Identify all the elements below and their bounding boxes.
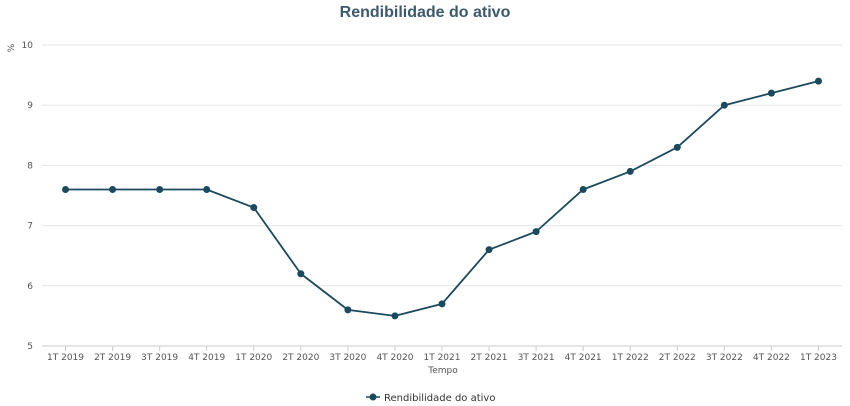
y-tick-label: 10 bbox=[22, 41, 34, 51]
x-axis-ticks: 1T 2019 2T 2019 3T 2019 4T 2019 1T 2020 2T 20… bbox=[47, 346, 837, 363]
x-tick-label: 1T 2023 bbox=[800, 353, 837, 363]
data-point[interactable] bbox=[250, 204, 258, 212]
data-point[interactable] bbox=[532, 228, 540, 236]
x-tick-label: 2T 2020 bbox=[282, 353, 319, 363]
y-tick-label: 7 bbox=[27, 222, 33, 232]
x-tick-label: 1T 2020 bbox=[235, 353, 272, 363]
data-point[interactable] bbox=[673, 143, 681, 151]
x-tick-label: 1T 2019 bbox=[47, 353, 84, 363]
series-line bbox=[65, 80, 819, 317]
data-point[interactable] bbox=[391, 312, 399, 320]
data-point[interactable] bbox=[579, 185, 587, 193]
x-tick-label: 4T 2019 bbox=[188, 353, 225, 363]
data-point[interactable] bbox=[156, 185, 164, 193]
data-point[interactable] bbox=[626, 167, 634, 175]
legend-label: Rendibilidade do ativo bbox=[384, 393, 495, 404]
data-point[interactable] bbox=[814, 77, 822, 85]
data-point[interactable] bbox=[109, 185, 117, 193]
y-tick-label: 8 bbox=[27, 161, 33, 171]
legend-marker bbox=[369, 393, 377, 401]
data-point[interactable] bbox=[720, 101, 728, 109]
x-tick-label: 3T 2022 bbox=[706, 353, 743, 363]
x-tick-label: 4T 2021 bbox=[565, 353, 602, 363]
x-tick-label: 3T 2021 bbox=[518, 353, 555, 363]
data-point[interactable] bbox=[767, 89, 775, 97]
x-tick-label: 1T 2021 bbox=[424, 353, 461, 363]
x-tick-label: 1T 2022 bbox=[612, 353, 649, 363]
x-tick-label: 3T 2020 bbox=[329, 353, 366, 363]
gridlines bbox=[42, 44, 842, 347]
y-axis-label: % bbox=[7, 43, 17, 52]
x-tick-label: 4T 2020 bbox=[376, 353, 413, 363]
legend[interactable]: Rendibilidade do ativo bbox=[366, 393, 495, 404]
chart-title: Rendibilidade do ativo bbox=[340, 4, 511, 21]
x-axis-label: Tempo bbox=[427, 366, 458, 376]
y-axis-ticks: 5 6 7 8 9 10 bbox=[22, 41, 34, 352]
data-point[interactable] bbox=[485, 246, 493, 254]
y-tick-label: 9 bbox=[27, 101, 33, 111]
x-tick-label: 2T 2019 bbox=[94, 353, 131, 363]
x-tick-label: 3T 2019 bbox=[141, 353, 178, 363]
x-tick-label: 2T 2021 bbox=[471, 353, 508, 363]
x-tick-label: 2T 2022 bbox=[659, 353, 696, 363]
data-point[interactable] bbox=[62, 185, 70, 193]
x-tick-label: 4T 2022 bbox=[753, 353, 790, 363]
data-point[interactable] bbox=[297, 270, 305, 278]
data-point[interactable] bbox=[438, 300, 446, 308]
data-point[interactable] bbox=[344, 306, 352, 314]
y-tick-label: 6 bbox=[27, 282, 33, 292]
series-group bbox=[62, 77, 822, 320]
data-point[interactable] bbox=[203, 185, 211, 193]
y-tick-label: 5 bbox=[27, 342, 33, 352]
